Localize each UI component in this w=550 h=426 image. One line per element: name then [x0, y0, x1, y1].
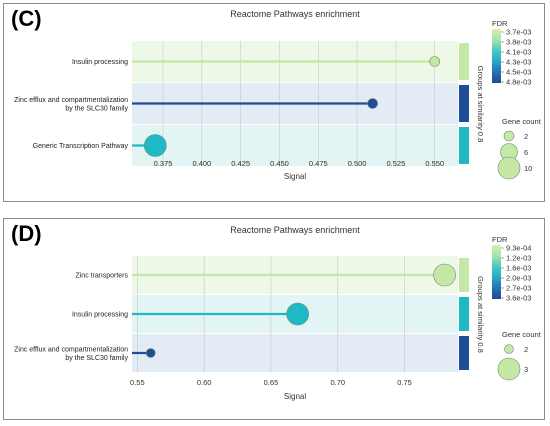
- gene-count-legend-dot: [497, 156, 521, 180]
- category-label: Generic Transcription Pathway: [33, 143, 129, 150]
- fdr-legend-label: 2.0e-03: [506, 274, 531, 283]
- gene-count-legend-dot: [503, 130, 515, 142]
- fdr-legend-title: FDR: [492, 235, 508, 244]
- panel-label: (C): [11, 6, 42, 31]
- x-tick-label: 0.375: [154, 159, 173, 168]
- category-label-line: by the SLC30 family: [65, 105, 128, 112]
- chart-svg: Reactome Pathways enrichment 0.55 0.60 0.65…: [14, 225, 542, 401]
- x-tick-label: 0.65: [264, 378, 279, 387]
- x-tick-label: 0.70: [330, 378, 345, 387]
- gene-count-legend-label: 2: [524, 345, 528, 354]
- gene-count-legend-dot: [504, 344, 514, 354]
- category-label-line: Zinc efflux and compartmentalization: [14, 346, 128, 353]
- gene-count-legend-label: 3: [524, 365, 528, 374]
- category-label: Insulin processing: [72, 312, 128, 319]
- panel-d: (D) Reactome Pathways enrichment 0.55 0.60…: [3, 218, 545, 420]
- data-point: [429, 56, 441, 67]
- fdr-legend-label: 1.2e-03: [506, 254, 531, 263]
- fdr-legend-label: 3.6e-03: [506, 294, 531, 303]
- fdr-legend-label: 4.1e-03: [506, 48, 531, 57]
- group-bar: [459, 258, 469, 292]
- category-label-line: Insulin processing: [72, 59, 128, 66]
- category-label-line: by the SLC30 family: [65, 355, 128, 362]
- x-tick-label: 0.475: [309, 159, 328, 168]
- row-band: [132, 125, 458, 166]
- fdr-legend-label: 4.5e-03: [506, 68, 531, 77]
- x-tick-label: 0.55: [130, 378, 145, 387]
- x-tick-label: 0.500: [348, 159, 367, 168]
- x-tick-label: 0.425: [231, 159, 250, 168]
- data-point: [433, 263, 456, 287]
- gene-count-legend-title: Gene count: [502, 117, 542, 126]
- group-bar: [459, 127, 469, 164]
- x-tick-label: 0.75: [397, 378, 412, 387]
- category-label: Zinc transporters: [75, 273, 128, 280]
- x-tick-label: 0.550: [425, 159, 444, 168]
- gene-count-legend-label: 6: [524, 148, 528, 157]
- data-point: [145, 348, 156, 358]
- data-point: [367, 98, 378, 109]
- group-bar: [459, 297, 469, 331]
- fdr-legend-label: 2.7e-03: [506, 284, 531, 293]
- panel-label: (D): [11, 221, 42, 246]
- x-tick-label: 0.400: [192, 159, 211, 168]
- gene-count-legend-label: 10: [524, 164, 532, 173]
- x-tick-label: 0.525: [387, 159, 406, 168]
- data-point: [286, 302, 309, 326]
- gene-count-legend-label: 2: [524, 132, 528, 141]
- fdr-legend-label: 9.3e-04: [506, 244, 531, 253]
- category-label-line: Generic Transcription Pathway: [33, 143, 129, 150]
- fdr-colorbar: [492, 245, 501, 299]
- fdr-legend-label: 4.8e-03: [506, 78, 531, 87]
- x-tick-label: 0.60: [197, 378, 212, 387]
- chart-title: Reactome Pathways enrichment: [230, 225, 360, 235]
- category-label: Zinc efflux and compartmentalization by t…: [14, 346, 128, 362]
- x-tick-label: 0.450: [270, 159, 289, 168]
- group-bar: [459, 85, 469, 122]
- group-bar: [459, 43, 469, 80]
- category-label-line: Insulin processing: [72, 312, 128, 319]
- data-point: [143, 134, 167, 157]
- category-label: Insulin processing: [72, 59, 128, 66]
- row-band: [132, 334, 458, 372]
- chart-title: Reactome Pathways enrichment: [230, 9, 360, 19]
- chart-svg: Reactome Pathways enrichment 0.375 0.400 0.…: [14, 9, 542, 181]
- x-axis-label: Signal: [284, 392, 306, 401]
- fdr-legend-label: 4.3e-03: [506, 58, 531, 67]
- group-bar: [459, 336, 469, 370]
- category-label-line: Zinc transporters: [75, 273, 128, 280]
- fdr-legend-title: FDR: [492, 19, 508, 28]
- fdr-legend-label: 3.8e-03: [506, 38, 531, 47]
- fdr-legend-label: 3.7e-03: [506, 28, 531, 37]
- gene-count-legend-title: Gene count: [502, 330, 542, 339]
- groups-label: Groups at similarity 0.8: [476, 276, 485, 353]
- gene-count-legend-dot: [497, 357, 521, 381]
- category-label: Zinc efflux and compartmentalization by t…: [14, 97, 128, 113]
- fdr-colorbar: [492, 29, 501, 83]
- x-axis-label: Signal: [284, 172, 306, 181]
- fdr-legend-label: 1.6e-03: [506, 264, 531, 273]
- groups-label: Groups at similarity 0.8: [476, 66, 485, 143]
- panel-c: (C) Reactome Pathways enrichment 0.375 0.4…: [3, 3, 545, 202]
- category-label-line: Zinc efflux and compartmentalization: [14, 97, 128, 104]
